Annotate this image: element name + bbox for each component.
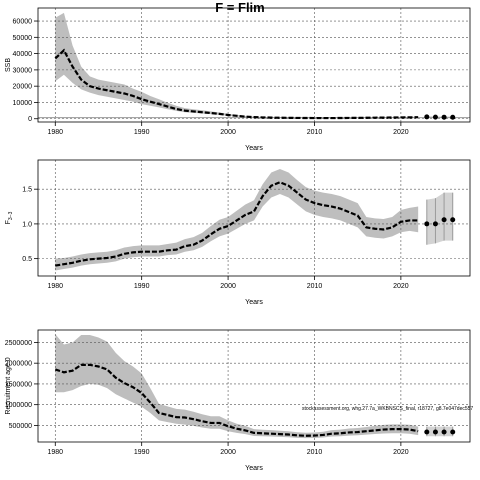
y-tick-label: 0.5 bbox=[22, 256, 32, 263]
forecast-point bbox=[424, 221, 430, 227]
forecast-point bbox=[432, 114, 438, 120]
forecast-point bbox=[450, 217, 456, 223]
y-tick-label: 1000000 bbox=[5, 402, 32, 409]
panels-group: 1980 1990 2000 2010 2020 0 10000 20000 30000 4000… bbox=[5, 7, 471, 472]
y-tick-label: 50000 bbox=[13, 35, 33, 42]
y-tick-label: 0 bbox=[28, 116, 32, 123]
x-tick-label: 2010 bbox=[307, 129, 323, 136]
forecast-point bbox=[441, 114, 447, 120]
y-tick-label: 2500000 bbox=[5, 340, 32, 347]
forecast-point bbox=[450, 429, 456, 435]
y-axis-label: F3−3 bbox=[5, 211, 14, 224]
forecast-point bbox=[441, 217, 447, 223]
panel-frame bbox=[37, 7, 471, 123]
x-tick-label: 2010 bbox=[307, 449, 323, 456]
x-tick-label: 2000 bbox=[220, 283, 236, 290]
x-axis-label: Years bbox=[245, 299, 263, 306]
forecast-point bbox=[432, 221, 438, 227]
series-line bbox=[54, 48, 419, 120]
y-tick-label: 10000 bbox=[13, 100, 33, 107]
x-tick-label: 2020 bbox=[393, 283, 409, 290]
y-tick-label: 500000 bbox=[9, 423, 32, 430]
forecast-band bbox=[426, 192, 453, 245]
y-axis-label: Recruitment age 0 bbox=[5, 357, 12, 414]
x-tick-label: 2010 bbox=[307, 283, 323, 290]
ssb-panel: 1980 1990 2000 2010 2020 0 10000 20000 30000 4000… bbox=[5, 7, 471, 152]
y-tick-label: 1.0 bbox=[22, 221, 32, 228]
plot-area bbox=[38, 8, 470, 122]
forecast-band bbox=[426, 426, 453, 437]
x-tick-label: 1990 bbox=[134, 449, 150, 456]
forecast-point bbox=[441, 429, 447, 435]
y-tick-label: 30000 bbox=[13, 67, 33, 74]
x-axis-label: Years bbox=[245, 465, 263, 472]
forecast-point bbox=[432, 429, 438, 435]
x-tick-label: 1980 bbox=[47, 449, 63, 456]
y-axis-label: SSB bbox=[5, 58, 12, 72]
x-tick-label: 2020 bbox=[393, 449, 409, 456]
x-tick-label: 1980 bbox=[47, 283, 63, 290]
x-tick-label: 2000 bbox=[220, 449, 236, 456]
x-tick-label: 2000 bbox=[220, 129, 236, 136]
y-axis-label-subscript: 3−3 bbox=[8, 211, 14, 220]
recruitment-panel: 1980 1990 2000 2010 2020 500000 1000000 1500000… bbox=[5, 329, 471, 472]
y-tick-label: 2000000 bbox=[5, 361, 32, 368]
plot-area bbox=[38, 160, 470, 276]
x-tick-label: 1990 bbox=[134, 283, 150, 290]
confidence-band bbox=[55, 334, 419, 439]
f-panel: 1980 1990 2000 2010 2020 0.5 1.0 1.5 Years F3−3 bbox=[5, 159, 471, 306]
series-line bbox=[54, 363, 419, 437]
forecast-point bbox=[424, 429, 430, 435]
x-tick-label: 2020 bbox=[393, 129, 409, 136]
y-tick-label: 40000 bbox=[13, 51, 33, 58]
watermark-text: stockassessment.org, whg.27.7a_WKBNSCS_f… bbox=[302, 406, 473, 412]
panel-frame bbox=[37, 159, 471, 277]
forecast-point bbox=[450, 114, 456, 120]
x-axis-label: Years bbox=[245, 145, 263, 152]
y-tick-label: 1500000 bbox=[5, 381, 32, 388]
panel-frame bbox=[37, 329, 471, 443]
y-tick-label: 20000 bbox=[13, 84, 33, 91]
x-tick-label: 1980 bbox=[47, 129, 63, 136]
series-line bbox=[55, 181, 419, 267]
y-tick-label: 1.5 bbox=[22, 187, 32, 194]
plot-area bbox=[38, 330, 470, 442]
y-tick-label: 60000 bbox=[13, 19, 33, 26]
forecast-point bbox=[424, 114, 430, 120]
x-tick-label: 1990 bbox=[134, 129, 150, 136]
figure-title: F = Flim bbox=[215, 0, 264, 15]
